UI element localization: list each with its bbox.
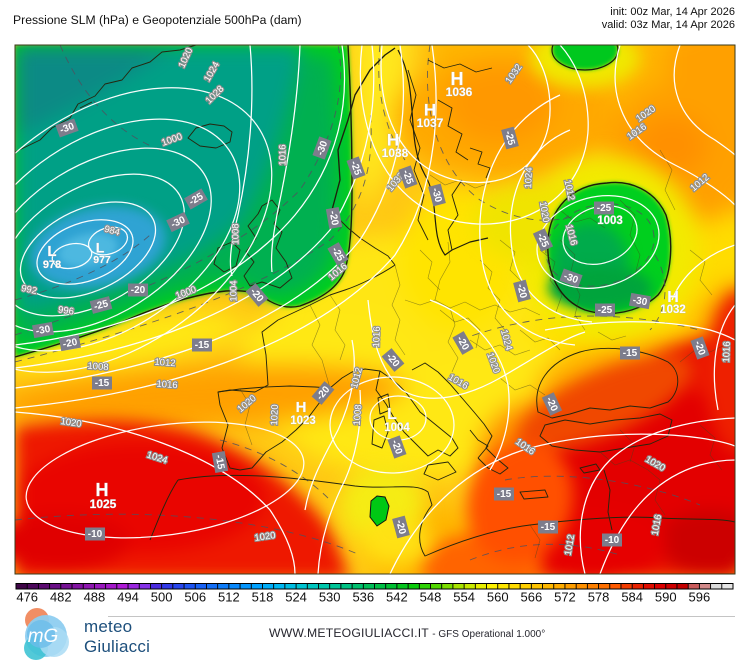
svg-text:1038: 1038 (382, 146, 409, 160)
svg-text:578: 578 (588, 590, 610, 605)
svg-text:476: 476 (16, 590, 38, 605)
svg-text:-10: -10 (88, 529, 103, 540)
svg-text:mG: mG (28, 626, 59, 647)
svg-text:977: 977 (93, 254, 111, 266)
svg-text:506: 506 (184, 590, 206, 605)
svg-text:-30: -30 (59, 121, 77, 136)
svg-text:1003: 1003 (597, 215, 623, 227)
svg-text:-25: -25 (597, 203, 612, 214)
svg-text:1016: 1016 (721, 341, 733, 363)
svg-text:1016: 1016 (650, 514, 665, 537)
svg-text:596: 596 (689, 590, 711, 605)
svg-text:L: L (96, 240, 105, 256)
svg-text:-20: -20 (393, 519, 407, 536)
svg-text:-10: -10 (605, 535, 620, 546)
svg-text:542: 542 (386, 590, 408, 605)
svg-text:-30: -30 (562, 271, 580, 286)
svg-text:1020: 1020 (537, 201, 552, 224)
svg-text:1020: 1020 (269, 404, 281, 426)
svg-text:488: 488 (84, 590, 106, 605)
svg-text:1025: 1025 (90, 497, 117, 511)
svg-text:1024: 1024 (523, 167, 535, 189)
svg-text:518: 518 (252, 590, 274, 605)
svg-text:482: 482 (50, 590, 72, 605)
svg-text:-20: -20 (327, 210, 340, 227)
svg-text:1008: 1008 (231, 223, 242, 244)
svg-text:-30: -30 (429, 187, 443, 204)
svg-text:590: 590 (655, 590, 677, 605)
svg-text:984: 984 (103, 224, 121, 239)
svg-text:-15: -15 (213, 454, 226, 471)
svg-text:L: L (47, 243, 56, 260)
svg-text:-30: -30 (315, 139, 330, 157)
svg-text:548: 548 (420, 590, 442, 605)
svg-text:-20: -20 (62, 337, 79, 350)
svg-text:1008: 1008 (87, 361, 109, 373)
svg-text:1023: 1023 (290, 415, 316, 427)
svg-text:H: H (296, 399, 307, 416)
svg-text:-20: -20 (131, 285, 146, 296)
svg-text:H: H (96, 480, 109, 500)
svg-text:978: 978 (43, 259, 61, 271)
svg-text:1020: 1020 (60, 416, 82, 430)
svg-text:H: H (424, 100, 436, 119)
svg-text:1004: 1004 (384, 422, 410, 434)
svg-text:494: 494 (117, 590, 139, 605)
svg-text:L: L (387, 406, 397, 423)
svg-text:1037: 1037 (417, 116, 444, 130)
svg-text:536: 536 (352, 590, 374, 605)
svg-text:1004: 1004 (229, 280, 240, 301)
svg-text:1016: 1016 (156, 379, 178, 391)
svg-text:566: 566 (520, 590, 542, 605)
svg-text:-25: -25 (502, 130, 516, 147)
svg-text:1016: 1016 (278, 144, 289, 165)
svg-text:H: H (451, 69, 464, 89)
svg-text:512: 512 (218, 590, 240, 605)
svg-text:H: H (667, 289, 679, 306)
svg-text:-25: -25 (400, 169, 415, 187)
svg-text:-15: -15 (195, 340, 210, 351)
svg-text:-25: -25 (348, 160, 363, 178)
svg-text:560: 560 (487, 590, 509, 605)
svg-text:-25: -25 (93, 298, 110, 312)
svg-text:-15: -15 (95, 378, 110, 389)
svg-text:-20: -20 (389, 439, 404, 457)
svg-text:1012: 1012 (154, 357, 176, 369)
svg-text:-15: -15 (623, 348, 638, 359)
svg-text:1012: 1012 (563, 534, 578, 557)
svg-text:530: 530 (319, 590, 341, 605)
svg-text:584: 584 (621, 590, 643, 605)
svg-text:-25: -25 (598, 305, 613, 316)
svg-text:500: 500 (151, 590, 173, 605)
svg-text:-15: -15 (497, 489, 512, 500)
svg-text:524: 524 (285, 590, 307, 605)
svg-text:554: 554 (453, 590, 475, 605)
svg-text:1008: 1008 (352, 404, 365, 426)
svg-text:1016: 1016 (371, 326, 383, 348)
svg-text:572: 572 (554, 590, 576, 605)
svg-text:1036: 1036 (446, 85, 473, 99)
svg-text:1032: 1032 (660, 304, 686, 316)
svg-text:-20: -20 (692, 340, 707, 358)
svg-text:H: H (387, 130, 399, 149)
svg-text:1020: 1020 (254, 530, 276, 544)
svg-text:-15: -15 (541, 522, 556, 533)
svg-text:-20: -20 (514, 283, 528, 300)
svg-text:996: 996 (57, 304, 74, 317)
svg-text:-30: -30 (632, 295, 649, 308)
svg-text:992: 992 (20, 283, 38, 297)
svg-text:-30: -30 (35, 324, 52, 337)
